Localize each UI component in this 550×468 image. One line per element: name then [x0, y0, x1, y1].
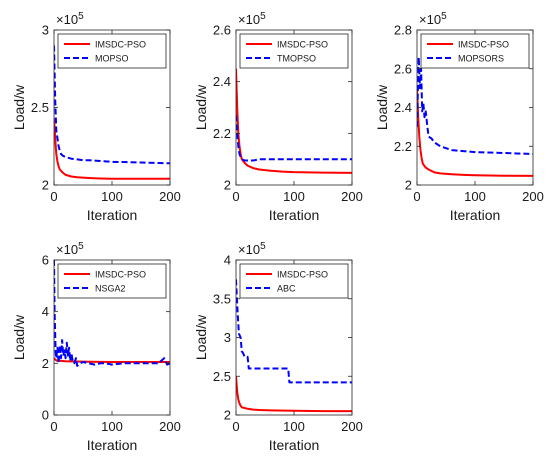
x-axis-label: Iteration [87, 437, 138, 453]
y-axis-label: Load/w [11, 314, 27, 360]
legend-entry: MOPSORS [458, 54, 504, 64]
y-tick-label: 2.5 [31, 100, 49, 115]
y-tick-label: 2 [224, 408, 231, 423]
legend-entry: NSGA2 [95, 284, 126, 294]
chart-2: 0 100 200 2 2.2 2.4 2.6 ×105 Iteration Load/w IMSD… [193, 11, 363, 223]
chart-1: 0 100 200 2 2.5 3 ×105 Iteration Load/w IMSDC-PSO… [11, 11, 181, 223]
legend: IMSDC-PSO MOPSORS [420, 33, 530, 69]
y-multiplier: ×10 [419, 12, 441, 27]
y-tick-label: 2.2 [213, 126, 231, 141]
series-line-imsdc-pso [54, 357, 170, 363]
y-axis-label: Load/w [11, 84, 27, 130]
chart-4: 0 100 200 0 2 4 6 ×105 Iteration Load/w IMSDC-PSO N… [11, 241, 181, 453]
legend-entry: IMSDC-PSO [277, 270, 328, 280]
legend-entry: TMOPSO [277, 54, 316, 64]
y-exponent: 5 [78, 11, 84, 22]
y-exponent-label: ×105 [56, 11, 84, 27]
x-axis-label: Iteration [269, 207, 320, 223]
y-multiplier: ×10 [56, 12, 78, 27]
x-tick-label: 0 [413, 189, 420, 204]
legend-box [239, 263, 349, 299]
legend-box [57, 33, 167, 69]
x-tick-label: 100 [101, 189, 123, 204]
x-axis-label: Iteration [450, 207, 501, 223]
legend: IMSDC-PSO ABC [239, 263, 349, 299]
x-tick-label: 200 [341, 189, 363, 204]
legend-entry: IMSDC-PSO [458, 40, 509, 50]
x-tick-label: 0 [232, 189, 239, 204]
y-tick-label: 2 [405, 178, 412, 193]
y-tick-label: 2.6 [394, 61, 412, 76]
y-tick-label: 6 [42, 253, 49, 268]
series-line-mopsors [417, 56, 533, 155]
y-exponent: 5 [78, 241, 84, 252]
y-exponent-label: ×105 [419, 11, 447, 27]
y-tick-label: 3 [224, 330, 231, 345]
y-axis-label: Load/w [193, 84, 209, 130]
y-exponent-label: ×105 [56, 241, 84, 257]
y-multiplier: ×10 [56, 242, 78, 257]
y-multiplier: ×10 [238, 242, 260, 257]
series-line-abc [236, 279, 352, 384]
series-line-nsga2 [54, 260, 170, 367]
y-tick-label: 2.4 [394, 100, 412, 115]
chart-5: 0 100 200 2 2.5 3 3.5 4 ×105 Iteration Load/w IMSDC… [193, 241, 363, 453]
legend-entry: IMSDC-PSO [95, 270, 146, 280]
y-tick-label: 2.4 [213, 74, 231, 89]
y-axis-label: Load/w [374, 84, 390, 130]
x-tick-label: 100 [283, 189, 305, 204]
series-line-imsdc-pso [236, 376, 352, 413]
legend-box [57, 263, 167, 299]
series-line-tmopso [236, 115, 352, 162]
y-tick-label: 2 [224, 178, 231, 193]
y-multiplier: ×10 [238, 12, 260, 27]
series-line-mopso [54, 45, 170, 165]
x-axis-label: Iteration [87, 207, 138, 223]
series-line-imsdc-pso [417, 88, 533, 177]
y-tick-label: 0 [42, 408, 49, 423]
y-tick-label: 2 [42, 178, 49, 193]
y-tick-label: 3 [42, 23, 49, 38]
x-axis-label: Iteration [269, 437, 320, 453]
y-tick-label: 2.5 [213, 369, 231, 384]
chart-3: 0 100 200 2 2.2 2.4 2.6 2.8 ×105 Iteration Load/w I… [374, 11, 544, 223]
legend-box [239, 33, 349, 69]
legend: IMSDC-PSO NSGA2 [57, 263, 167, 299]
x-tick-label: 200 [341, 419, 363, 434]
y-exponent: 5 [260, 11, 266, 22]
y-tick-label: 2 [42, 356, 49, 371]
y-tick-label: 3.5 [213, 291, 231, 306]
y-tick-label: 4 [42, 304, 49, 319]
x-tick-label: 0 [50, 189, 57, 204]
legend-entry: IMSDC-PSO [277, 40, 328, 50]
y-exponent: 5 [260, 241, 266, 252]
legend: IMSDC-PSO TMOPSO [239, 33, 349, 69]
x-tick-label: 100 [464, 189, 486, 204]
y-exponent-label: ×105 [238, 241, 266, 257]
legend-entry: MOPSO [95, 54, 129, 64]
x-tick-label: 0 [232, 419, 239, 434]
y-tick-label: 4 [224, 253, 231, 268]
legend-entry: IMSDC-PSO [95, 40, 146, 50]
x-tick-label: 200 [522, 189, 544, 204]
y-axis-label: Load/w [193, 314, 209, 360]
y-tick-label: 2.6 [213, 23, 231, 38]
y-tick-label: 2.2 [394, 139, 412, 154]
x-tick-label: 0 [50, 419, 57, 434]
legend-box [420, 33, 530, 69]
x-tick-label: 100 [101, 419, 123, 434]
y-exponent-label: ×105 [238, 11, 266, 27]
x-tick-label: 200 [159, 189, 181, 204]
series-line-imsdc-pso [236, 68, 352, 174]
legend-entry: ABC [277, 284, 296, 294]
x-tick-label: 200 [159, 419, 181, 434]
x-tick-label: 100 [283, 419, 305, 434]
legend: IMSDC-PSO MOPSO [57, 33, 167, 69]
y-tick-label: 2.8 [394, 23, 412, 38]
series-line-imsdc-pso [54, 118, 170, 180]
y-exponent: 5 [441, 11, 447, 22]
